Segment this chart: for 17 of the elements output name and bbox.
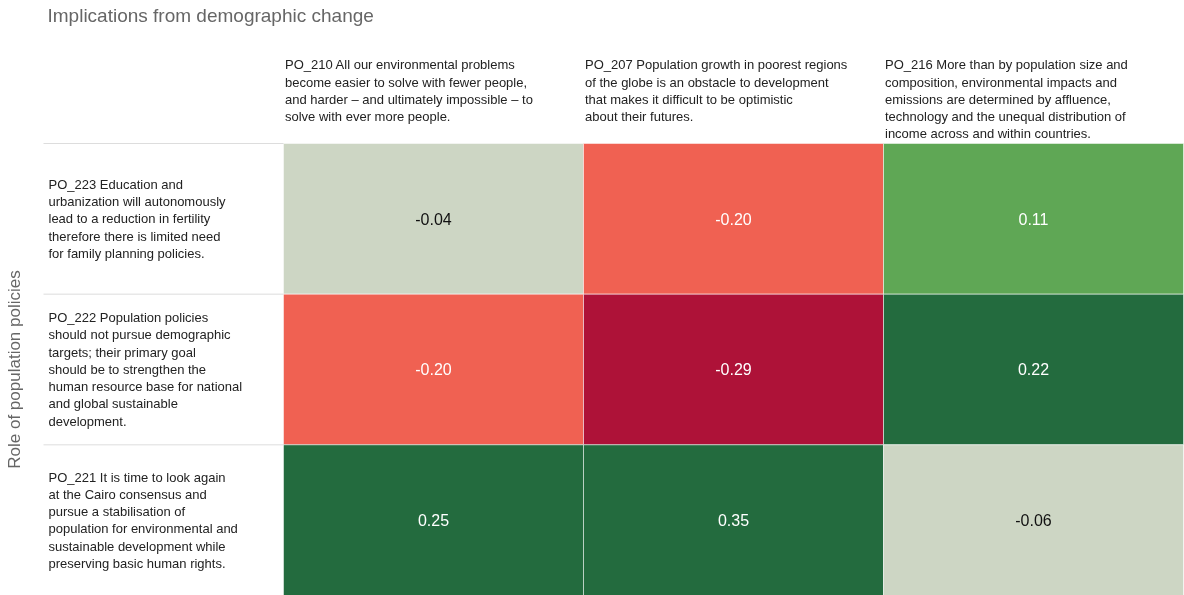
data-label: -0.29: [715, 361, 752, 379]
y-tick-label: PO_222 Population policies should not pursue demographic targets; their primary goal should be to strengthen the human resource base for national and global sustainable development.: [48, 310, 243, 429]
data-label: -0.06: [1015, 512, 1052, 530]
data-label: 0.35: [717, 512, 750, 530]
data-label: 0.25: [417, 512, 450, 530]
y-tick-label: PO_221 It is time to look again at the Cairo consensus and pursue a stabilisation of population for environmental and sustainable development while preserving basic human rights.: [48, 469, 238, 571]
x-tick-label: PO_207 Population growth in poorest regions of the globe is an obstacle to development that makes it difficult to be optimistic about their futures.: [585, 57, 848, 125]
y-axis-title: Role of population policies: [5, 270, 24, 469]
x-tick-label: PO_210 All our environmental problems become easier to solve with fewer people, and harder – and ultimately impossible – to solve with ever more people.: [285, 57, 533, 125]
data-label: -0.20: [415, 361, 452, 379]
y-tick-label: PO_223 Education and urbanization will autonomously lead to a reduction in fertility therefore there is limited need for family planning policies.: [48, 176, 227, 261]
data-label: -0.04: [415, 210, 452, 228]
x-axis-title: Implications from demographic change: [47, 5, 374, 27]
x-tick-label: PO_216 More than by population size and composition, environmental impacts and emissions are determined by affluence, technology and the unequal distribution of income across and within countries.: [885, 57, 1128, 142]
data-label: 0.11: [1018, 210, 1049, 228]
data-label: 0.22: [1017, 361, 1050, 379]
data-label: -0.20: [715, 210, 752, 228]
